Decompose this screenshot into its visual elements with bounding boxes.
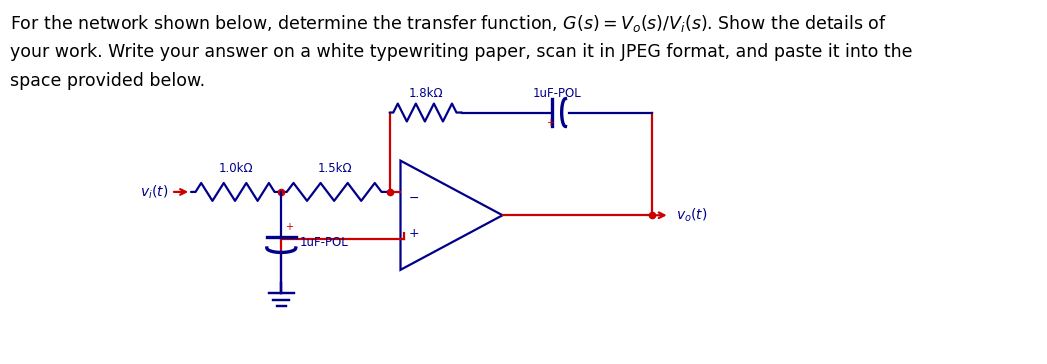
Text: $v_i(t)$: $v_i(t)$	[140, 183, 169, 201]
Text: 1.5kΩ: 1.5kΩ	[318, 162, 353, 175]
Text: $-$: $-$	[407, 191, 419, 204]
Text: 1.8kΩ: 1.8kΩ	[408, 87, 443, 100]
Text: $+$: $+$	[407, 227, 419, 240]
Text: your work. Write your answer on a white typewriting paper, scan it in JPEG forma: your work. Write your answer on a white …	[10, 43, 913, 60]
Text: 1.0kΩ: 1.0kΩ	[219, 162, 253, 175]
Text: 1uF-POL: 1uF-POL	[532, 87, 581, 100]
Text: 1uF-POL: 1uF-POL	[299, 236, 348, 249]
Text: $v_o(t)$: $v_o(t)$	[676, 206, 708, 224]
Text: For the network shown below, determine the transfer function, $G(s) = V_o(s)/V_i: For the network shown below, determine t…	[10, 13, 887, 34]
Text: +: +	[545, 119, 554, 128]
Text: space provided below.: space provided below.	[10, 72, 205, 90]
Text: +: +	[285, 222, 293, 232]
